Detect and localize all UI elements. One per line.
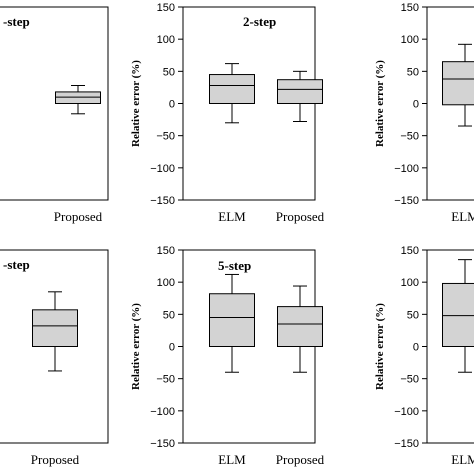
box-body xyxy=(277,306,323,348)
chart-panel-1: -step Proposed xyxy=(0,6,109,224)
category-label: Proposed xyxy=(276,452,325,467)
box-elm: ELM xyxy=(442,259,474,467)
box-proposed: Proposed xyxy=(54,84,103,224)
y-tick-label: 0 xyxy=(413,342,419,354)
chart-panel-2: −150 −100 −50 0 50 100 150 Relative error (%) 2-… xyxy=(130,2,325,224)
plot-frame xyxy=(0,6,109,201)
box-body xyxy=(209,293,255,348)
y-tick-label: −50 xyxy=(400,131,419,143)
y-tick-label: −150 xyxy=(150,195,175,207)
y-tick-label: −100 xyxy=(150,406,175,418)
category-label: Proposed xyxy=(276,209,325,224)
category-label: Proposed xyxy=(54,209,103,224)
box-body xyxy=(55,91,101,104)
chart-panel-4: -step Proposed xyxy=(0,249,109,467)
chart-panel-6: −150 −100 −50 0 50 100 150 Relative error (%) EL… xyxy=(374,245,474,467)
y-tick-label: 50 xyxy=(407,66,419,78)
box-body xyxy=(209,74,255,105)
y-tick-label: 0 xyxy=(413,99,419,111)
y-tick-label: −150 xyxy=(394,438,419,450)
category-label: ELM xyxy=(218,209,246,224)
panel-title: 2-step xyxy=(243,14,276,29)
y-tick-label: 150 xyxy=(401,245,419,257)
y-tick-label: 150 xyxy=(157,245,175,257)
category-label: ELM xyxy=(451,452,474,467)
box-body xyxy=(442,61,474,106)
box-proposed: Proposed xyxy=(276,70,325,224)
y-tick-label: 50 xyxy=(407,309,419,321)
y-tick-label: −50 xyxy=(400,374,419,386)
box-body xyxy=(32,309,78,347)
y-tick-label: 0 xyxy=(169,342,175,354)
y-tick-label: 50 xyxy=(163,309,175,321)
y-tick-label: 150 xyxy=(401,2,419,14)
y-axis-label: Relative error (%) xyxy=(374,303,386,390)
y-tick-label: −100 xyxy=(394,163,419,175)
y-tick-label: −150 xyxy=(394,195,419,207)
box-elm: ELM xyxy=(209,273,255,467)
box-elm: ELM xyxy=(209,63,255,224)
category-label: ELM xyxy=(218,452,246,467)
category-label: Proposed xyxy=(31,452,80,467)
y-axis-label: Relative error (%) xyxy=(374,60,386,147)
box-elm: ELM xyxy=(442,43,474,224)
panel-title: -step xyxy=(3,14,30,29)
y-tick-label: 150 xyxy=(157,2,175,14)
y-tick-label: 100 xyxy=(157,34,175,46)
y-tick-label: −150 xyxy=(150,438,175,450)
box-proposed: Proposed xyxy=(31,291,80,467)
y-tick-label: −50 xyxy=(156,131,175,143)
box-body xyxy=(277,79,323,104)
box-proposed: Proposed xyxy=(276,285,325,467)
category-label: ELM xyxy=(451,209,474,224)
y-tick-label: 100 xyxy=(401,34,419,46)
panel-title: 5-step xyxy=(218,258,251,273)
box-body xyxy=(442,282,474,348)
chart-panel-5: −150 −100 −50 0 50 100 150 Relative error (%) 5-… xyxy=(130,245,325,467)
y-axis-label: Relative error (%) xyxy=(130,303,142,390)
y-tick-label: 0 xyxy=(169,99,175,111)
y-tick-label: 100 xyxy=(401,277,419,289)
y-tick-label: 100 xyxy=(157,277,175,289)
y-tick-label: −100 xyxy=(394,406,419,418)
y-tick-label: −50 xyxy=(156,374,175,386)
y-axis-label: Relative error (%) xyxy=(130,60,142,147)
panel-title: -step xyxy=(3,257,30,272)
chart-panel-3: −150 −100 −50 0 50 100 150 Relative error (%) EL… xyxy=(374,2,474,224)
y-tick-label: −100 xyxy=(150,163,175,175)
plot-frame xyxy=(0,249,109,444)
y-tick-label: 50 xyxy=(163,66,175,78)
